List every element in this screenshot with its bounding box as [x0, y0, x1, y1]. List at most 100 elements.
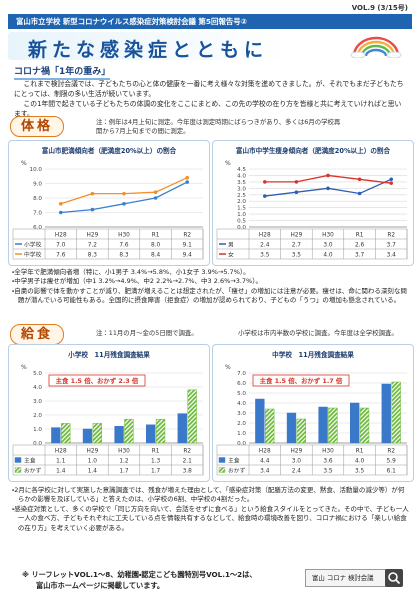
x-tick-label: R1 — [356, 449, 364, 455]
y-tick-label: 1.0 — [237, 431, 246, 437]
table-value: 3.5 — [323, 468, 333, 474]
point — [122, 202, 126, 206]
x-tick-label: R2 — [387, 233, 395, 239]
point — [90, 191, 95, 196]
table-value: 2.4 — [292, 468, 302, 474]
bar — [187, 389, 197, 444]
note: 小学校は市内半数の学校に調査。今年度は全学校調査。 — [238, 329, 398, 337]
bar — [92, 423, 102, 444]
chart: 富山市中学生痩身傾向者（肥満度20%以上）の割合% 0.00.51.01.52.0… — [212, 140, 414, 266]
table-value: 8.3 — [119, 252, 129, 258]
volume: VOL.9 (3/15号) — [351, 4, 408, 12]
x-tick-label: H30 — [118, 233, 130, 239]
y-tick-label: 4.0 — [237, 173, 246, 179]
y-tick-label: 6.0 — [237, 381, 246, 387]
y-tick-label: 2.5 — [237, 193, 246, 199]
bar — [391, 381, 401, 444]
table-value: 9.4 — [183, 252, 193, 258]
unit-label: % — [225, 364, 231, 371]
bar — [146, 424, 156, 444]
table-value: 1.0 — [88, 458, 98, 464]
bar — [359, 407, 370, 444]
x-tick-label: H28 — [55, 233, 67, 239]
point — [185, 175, 189, 180]
footer-line: 富山市ホームページに掲載しています。 — [36, 581, 165, 590]
y-tick-label: 0.0 — [237, 441, 246, 447]
table-value: 7.6 — [119, 242, 129, 248]
table-value: 3.4 — [260, 468, 270, 474]
chart: 富山市肥満傾向者（肥満度20%以上）の割合% 6.0 7.0 8.0 9.0 10.0 H2… — [8, 140, 210, 266]
point — [153, 190, 158, 194]
annotation: 主食 1.5 倍、おかず 1.7 倍 — [260, 376, 343, 385]
table-value: 1.4 — [56, 468, 66, 474]
note: 注：11月の月～金の5日間で調査。 — [96, 329, 198, 337]
bar — [51, 427, 61, 444]
banner: 富山市立学校 新型コロナウイルス感染症対策検討会議 第5回報告号② — [8, 14, 412, 29]
table-value: 1.7 — [151, 468, 161, 474]
x-tick-label: R1 — [356, 233, 364, 239]
point — [263, 194, 267, 198]
title-box — [8, 32, 412, 60]
bar — [318, 406, 328, 444]
x-tick-label: R1 — [152, 449, 160, 455]
y-tick-label: 1.0 — [33, 427, 42, 433]
search-box[interactable]: 富山 コロナ 検討会議 — [305, 569, 389, 587]
bar — [296, 418, 306, 444]
point — [326, 186, 330, 191]
chart: 中学校 11月残食調査結果% 0.0 1.0 2.0 3.0 4.0 5.0 6.0 7.0 主食… — [212, 344, 414, 482]
unit-label: % — [21, 160, 27, 167]
legend-label: 女 — [228, 250, 234, 258]
chart-title: 富山市中学生痩身傾向者（肥満度20%以上）の割合 — [236, 146, 391, 155]
y-tick-label: 9.0 — [33, 182, 42, 188]
bar — [265, 408, 275, 444]
y-tick-label: 0.5 — [237, 219, 246, 225]
bar — [82, 428, 93, 444]
rainbow-icon — [350, 36, 402, 58]
table-value: 7.0 — [56, 242, 66, 248]
table-value: 3.4 — [387, 252, 397, 258]
y-tick-label: 1.0 — [237, 212, 246, 218]
x-tick-label: H29 — [291, 449, 303, 455]
table-value: 2.7 — [292, 242, 302, 248]
table-value: 2.6 — [355, 242, 365, 248]
table-value: 1.1 — [56, 458, 66, 464]
point — [294, 190, 299, 194]
table-value: 1.7 — [119, 468, 129, 474]
table-value: 6.1 — [387, 468, 397, 474]
table-value: 4.4 — [260, 458, 270, 464]
y-tick-label: 3.5 — [237, 180, 246, 186]
table-value: 2.1 — [183, 458, 193, 464]
table-value: 3.5 — [292, 252, 302, 258]
y-tick-label: 3.0 — [237, 186, 246, 192]
heading: 体格 — [10, 116, 64, 137]
x-tick-label: H30 — [322, 233, 334, 239]
y-tick-label: 2.0 — [237, 421, 246, 427]
table-value: 8.0 — [151, 242, 161, 248]
search-button[interactable] — [385, 569, 403, 587]
table-value: 7.2 — [88, 242, 98, 248]
legend-swatch — [14, 467, 22, 473]
chart-title: 小学校 11月残食調査結果 — [68, 350, 150, 359]
point — [389, 181, 393, 185]
x-tick-label: H28 — [55, 449, 67, 455]
annotation-box — [252, 374, 350, 387]
table-value: 3.7 — [355, 252, 365, 258]
point — [59, 210, 63, 215]
bar — [350, 402, 360, 444]
table-value: 8.3 — [88, 252, 98, 258]
bar — [61, 423, 71, 444]
legend-label: 主食 — [24, 456, 36, 464]
legend-swatch — [218, 467, 226, 473]
y-tick-label: 7.0 — [237, 371, 246, 377]
chart-title: 富山市肥満傾向者（肥満度20%以上）の割合 — [42, 146, 177, 155]
unit-label: % — [225, 160, 231, 167]
x-tick-label: R1 — [152, 233, 160, 239]
bar — [155, 418, 166, 444]
table-value: 9.1 — [183, 242, 193, 248]
bullet: ・自粛の影響で体を動かすことが減り、肥満が増えることは想定されたが、「痩せ」の増… — [12, 286, 407, 305]
paragraph: これまで検討会議では、子どもたちの心と体の健康を一番に考え様々な対策を進めてきま… — [14, 80, 404, 98]
table-value: 3.0 — [323, 242, 333, 248]
bullet: ・全学年で肥満傾向者増（特に、小1男子 3.4%→5.8%、小1女子 3.9%→… — [12, 268, 250, 276]
y-tick-label: 0.0 — [237, 225, 246, 231]
y-tick-label: 3.0 — [237, 411, 246, 417]
